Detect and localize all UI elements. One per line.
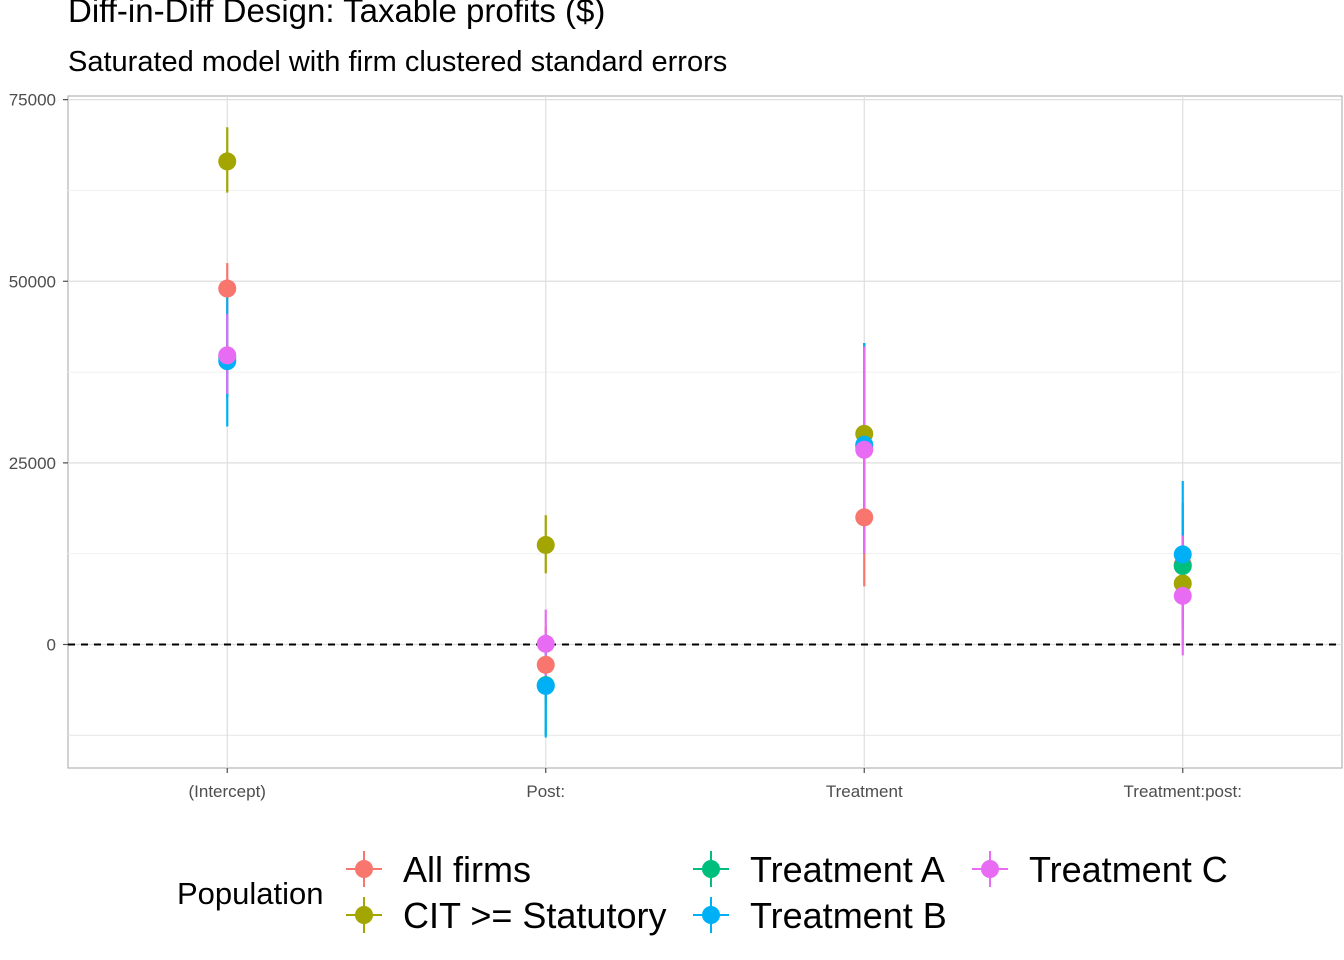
series-points-4 (218, 346, 1192, 653)
data-point (855, 508, 874, 527)
series-layer (218, 127, 1192, 738)
legend-item: Treatment C (972, 849, 1228, 890)
legend-item: Treatment A (693, 849, 945, 890)
data-point (536, 634, 555, 653)
legend-label: CIT >= Statutory (403, 895, 666, 936)
legend-key-point (702, 906, 720, 924)
series-points-1 (218, 152, 1192, 593)
data-point (536, 676, 555, 695)
series-2 (226, 313, 1184, 736)
grid-layer (67, 95, 1343, 769)
x-tick-label: Post: (526, 782, 565, 801)
legend-label: Treatment A (750, 849, 945, 890)
y-tick-label: 50000 (9, 272, 56, 291)
legend-title: Population (177, 876, 324, 911)
series-points-0 (218, 279, 1192, 674)
data-point (218, 279, 237, 298)
data-point (1173, 545, 1192, 564)
y-tick-label: 75000 (9, 91, 56, 110)
series-points-3 (218, 352, 1192, 695)
data-point (855, 440, 874, 459)
data-point (1173, 586, 1192, 605)
y-tick-label: 0 (47, 635, 56, 654)
x-tick-label: (Intercept) (189, 782, 266, 801)
data-point (536, 655, 555, 674)
series-3 (226, 295, 1184, 738)
series-4 (226, 313, 1184, 678)
legend-item: Treatment B (693, 895, 947, 936)
series-1 (226, 127, 1184, 645)
legend-label: All firms (403, 849, 531, 890)
legend: Population All firms CIT >= Statutory Treat… (177, 849, 1228, 936)
x-tick-label: Treatment (826, 782, 903, 801)
legend-label: Treatment C (1029, 849, 1228, 890)
series-0 (226, 263, 1184, 703)
x-tick-label: Treatment:post: (1124, 782, 1242, 801)
data-point (1173, 574, 1192, 593)
legend-label: Treatment B (750, 895, 947, 936)
legend-item: All firms (346, 849, 531, 890)
legend-key-point (981, 860, 999, 878)
y-tick-label: 25000 (9, 454, 56, 473)
legend-item: CIT >= Statutory (346, 895, 666, 936)
legend-key-point (702, 860, 720, 878)
data-point (218, 346, 237, 365)
chart-subtitle: Saturated model with firm clustered stan… (68, 46, 728, 78)
data-point (218, 152, 237, 171)
axis-layer: 0 25000 50000 75000 (Intercept) Post: Treatmen… (9, 91, 1242, 801)
data-point (536, 535, 555, 554)
legend-key-point (355, 860, 373, 878)
legend-key-point (355, 906, 373, 924)
panel-border (67, 95, 1343, 769)
series-points-2 (218, 348, 1192, 695)
chart-title: Diff-in-Diff Design: Taxable profits ($) (68, 0, 606, 29)
